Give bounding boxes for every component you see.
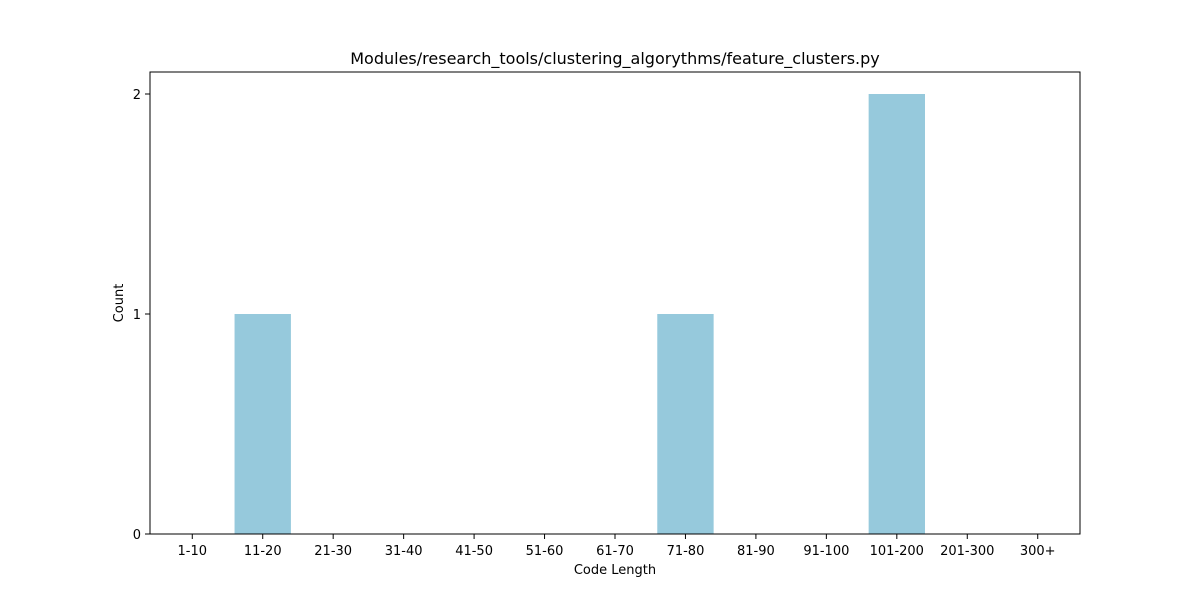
y-tick-label: 2 [133,88,141,103]
y-tick-label: 1 [133,308,141,323]
bar-71-80 [657,314,714,534]
x-axis-ticks: 1-10 11-20 21-30 31-40 41-50 51-60 61-70 71-80 8… [178,534,1056,559]
x-tick-label: 201-300 [940,544,994,559]
x-tick-label: 41-50 [455,544,493,559]
x-tick-label: 81-90 [737,544,775,559]
x-tick-label: 71-80 [667,544,705,559]
x-tick-label: 300+ [1020,544,1056,559]
y-axis-label: Count [112,284,127,323]
x-tick-label: 61-70 [596,544,634,559]
plot-frame [149,71,1081,535]
x-tick-label: 1-10 [178,544,208,559]
x-tick-label: 91-100 [803,544,849,559]
x-tick-label: 11-20 [244,544,282,559]
y-axis-ticks: 0 1 2 [133,88,150,543]
x-tick-label: 21-30 [314,544,352,559]
y-tick-label: 0 [133,528,141,543]
x-tick-label: 31-40 [385,544,423,559]
chart-title: Modules/research_tools/clustering_algory… [350,49,880,69]
x-tick-label: 51-60 [526,544,564,559]
x-axis-label: Code Length [574,563,656,578]
bars-group [234,94,925,534]
x-tick-label: 101-200 [870,544,924,559]
bar-11-20 [234,314,291,534]
bar-101-200 [868,94,925,534]
